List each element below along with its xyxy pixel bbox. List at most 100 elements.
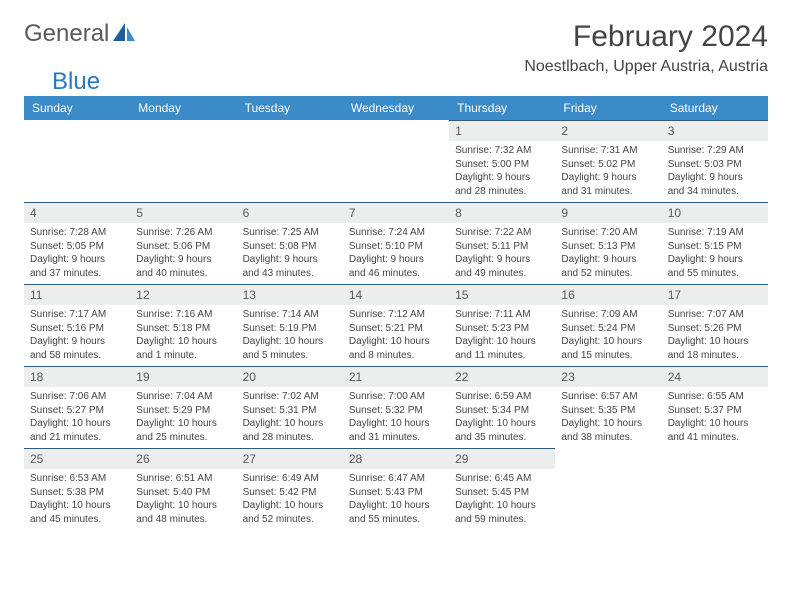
- day-number: 24: [662, 366, 768, 387]
- day-number: 7: [343, 202, 449, 223]
- calendar-cell: 28Sunrise: 6:47 AMSunset: 5:43 PMDayligh…: [343, 448, 449, 530]
- weekday-header: Monday: [130, 96, 236, 120]
- day-details: Sunrise: 7:12 AMSunset: 5:21 PMDaylight:…: [343, 305, 449, 366]
- day-details: Sunrise: 6:57 AMSunset: 5:35 PMDaylight:…: [555, 387, 661, 448]
- weekday-header: Thursday: [449, 96, 555, 120]
- logo-text-blue: Blue: [52, 68, 100, 96]
- day-number: 12: [130, 284, 236, 305]
- day-details: Sunrise: 7:02 AMSunset: 5:31 PMDaylight:…: [237, 387, 343, 448]
- day-number: 28: [343, 448, 449, 469]
- calendar-cell: 17Sunrise: 7:07 AMSunset: 5:26 PMDayligh…: [662, 284, 768, 366]
- calendar-cell: 8Sunrise: 7:22 AMSunset: 5:11 PMDaylight…: [449, 202, 555, 284]
- calendar-cell: 12Sunrise: 7:16 AMSunset: 5:18 PMDayligh…: [130, 284, 236, 366]
- day-number: 1: [449, 120, 555, 141]
- day-number: 27: [237, 448, 343, 469]
- calendar-cell: 5Sunrise: 7:26 AMSunset: 5:06 PMDaylight…: [130, 202, 236, 284]
- calendar-cell: 14Sunrise: 7:12 AMSunset: 5:21 PMDayligh…: [343, 284, 449, 366]
- day-number: 19: [130, 366, 236, 387]
- day-details: Sunrise: 7:28 AMSunset: 5:05 PMDaylight:…: [24, 223, 130, 284]
- calendar-cell: 16Sunrise: 7:09 AMSunset: 5:24 PMDayligh…: [555, 284, 661, 366]
- calendar-cell: 25Sunrise: 6:53 AMSunset: 5:38 PMDayligh…: [24, 448, 130, 530]
- day-details: Sunrise: 6:51 AMSunset: 5:40 PMDaylight:…: [130, 469, 236, 530]
- calendar-cell: 29Sunrise: 6:45 AMSunset: 5:45 PMDayligh…: [449, 448, 555, 530]
- day-number: 29: [449, 448, 555, 469]
- day-details: Sunrise: 7:32 AMSunset: 5:00 PMDaylight:…: [449, 141, 555, 202]
- day-details: Sunrise: 7:09 AMSunset: 5:24 PMDaylight:…: [555, 305, 661, 366]
- day-details: Sunrise: 7:04 AMSunset: 5:29 PMDaylight:…: [130, 387, 236, 448]
- calendar-cell: 1Sunrise: 7:32 AMSunset: 5:00 PMDaylight…: [449, 120, 555, 202]
- day-details: Sunrise: 6:55 AMSunset: 5:37 PMDaylight:…: [662, 387, 768, 448]
- calendar-cell: 26Sunrise: 6:51 AMSunset: 5:40 PMDayligh…: [130, 448, 236, 530]
- logo-text-general: General: [24, 20, 109, 48]
- day-number: 21: [343, 366, 449, 387]
- day-number: 22: [449, 366, 555, 387]
- day-details: Sunrise: 7:11 AMSunset: 5:23 PMDaylight:…: [449, 305, 555, 366]
- day-details: Sunrise: 6:49 AMSunset: 5:42 PMDaylight:…: [237, 469, 343, 530]
- day-details: Sunrise: 7:31 AMSunset: 5:02 PMDaylight:…: [555, 141, 661, 202]
- day-details: Sunrise: 7:22 AMSunset: 5:11 PMDaylight:…: [449, 223, 555, 284]
- day-details: Sunrise: 7:19 AMSunset: 5:15 PMDaylight:…: [662, 223, 768, 284]
- day-details: Sunrise: 7:24 AMSunset: 5:10 PMDaylight:…: [343, 223, 449, 284]
- day-details: Sunrise: 7:14 AMSunset: 5:19 PMDaylight:…: [237, 305, 343, 366]
- calendar-cell: [130, 120, 236, 202]
- day-number: 15: [449, 284, 555, 305]
- calendar-row: 11Sunrise: 7:17 AMSunset: 5:16 PMDayligh…: [24, 284, 768, 366]
- calendar-cell: 13Sunrise: 7:14 AMSunset: 5:19 PMDayligh…: [237, 284, 343, 366]
- day-number: 23: [555, 366, 661, 387]
- day-number: 5: [130, 202, 236, 223]
- weekday-header: Tuesday: [237, 96, 343, 120]
- calendar-cell: 18Sunrise: 7:06 AMSunset: 5:27 PMDayligh…: [24, 366, 130, 448]
- calendar-cell: [662, 448, 768, 530]
- day-details: Sunrise: 7:20 AMSunset: 5:13 PMDaylight:…: [555, 223, 661, 284]
- day-number: 8: [449, 202, 555, 223]
- calendar-row: 4Sunrise: 7:28 AMSunset: 5:05 PMDaylight…: [24, 202, 768, 284]
- calendar-cell: [237, 120, 343, 202]
- day-number: 25: [24, 448, 130, 469]
- day-number: 3: [662, 120, 768, 141]
- logo: General: [24, 20, 139, 48]
- day-number: 6: [237, 202, 343, 223]
- calendar-cell: 27Sunrise: 6:49 AMSunset: 5:42 PMDayligh…: [237, 448, 343, 530]
- calendar-cell: [555, 448, 661, 530]
- day-details: Sunrise: 7:16 AMSunset: 5:18 PMDaylight:…: [130, 305, 236, 366]
- day-number: 9: [555, 202, 661, 223]
- month-title: February 2024: [524, 20, 768, 54]
- day-details: Sunrise: 7:26 AMSunset: 5:06 PMDaylight:…: [130, 223, 236, 284]
- weekday-header: Saturday: [662, 96, 768, 120]
- calendar-cell: 4Sunrise: 7:28 AMSunset: 5:05 PMDaylight…: [24, 202, 130, 284]
- calendar-cell: 24Sunrise: 6:55 AMSunset: 5:37 PMDayligh…: [662, 366, 768, 448]
- day-details: Sunrise: 7:00 AMSunset: 5:32 PMDaylight:…: [343, 387, 449, 448]
- day-number: 4: [24, 202, 130, 223]
- calendar-cell: [24, 120, 130, 202]
- calendar-cell: 20Sunrise: 7:02 AMSunset: 5:31 PMDayligh…: [237, 366, 343, 448]
- day-number: 17: [662, 284, 768, 305]
- calendar-cell: 22Sunrise: 6:59 AMSunset: 5:34 PMDayligh…: [449, 366, 555, 448]
- calendar-cell: 6Sunrise: 7:25 AMSunset: 5:08 PMDaylight…: [237, 202, 343, 284]
- calendar-cell: 23Sunrise: 6:57 AMSunset: 5:35 PMDayligh…: [555, 366, 661, 448]
- calendar-cell: [343, 120, 449, 202]
- day-details: Sunrise: 6:53 AMSunset: 5:38 PMDaylight:…: [24, 469, 130, 530]
- day-details: Sunrise: 6:47 AMSunset: 5:43 PMDaylight:…: [343, 469, 449, 530]
- day-number: 2: [555, 120, 661, 141]
- calendar-cell: 7Sunrise: 7:24 AMSunset: 5:10 PMDaylight…: [343, 202, 449, 284]
- logo-sail-icon: [111, 21, 137, 48]
- calendar-cell: 21Sunrise: 7:00 AMSunset: 5:32 PMDayligh…: [343, 366, 449, 448]
- day-details: Sunrise: 7:25 AMSunset: 5:08 PMDaylight:…: [237, 223, 343, 284]
- weekday-header-row: Sunday Monday Tuesday Wednesday Thursday…: [24, 96, 768, 120]
- calendar-row: 25Sunrise: 6:53 AMSunset: 5:38 PMDayligh…: [24, 448, 768, 530]
- day-number: 16: [555, 284, 661, 305]
- day-details: Sunrise: 6:45 AMSunset: 5:45 PMDaylight:…: [449, 469, 555, 530]
- title-block: February 2024 Noestlbach, Upper Austria,…: [524, 20, 768, 76]
- weekday-header: Sunday: [24, 96, 130, 120]
- day-number: 26: [130, 448, 236, 469]
- calendar-cell: 15Sunrise: 7:11 AMSunset: 5:23 PMDayligh…: [449, 284, 555, 366]
- calendar-cell: 2Sunrise: 7:31 AMSunset: 5:02 PMDaylight…: [555, 120, 661, 202]
- location: Noestlbach, Upper Austria, Austria: [524, 58, 768, 76]
- calendar-page: General February 2024 Noestlbach, Upper …: [0, 0, 792, 550]
- day-details: Sunrise: 7:17 AMSunset: 5:16 PMDaylight:…: [24, 305, 130, 366]
- day-details: Sunrise: 7:06 AMSunset: 5:27 PMDaylight:…: [24, 387, 130, 448]
- day-number: 18: [24, 366, 130, 387]
- day-number: 10: [662, 202, 768, 223]
- calendar-cell: 11Sunrise: 7:17 AMSunset: 5:16 PMDayligh…: [24, 284, 130, 366]
- calendar-row: 1Sunrise: 7:32 AMSunset: 5:00 PMDaylight…: [24, 120, 768, 202]
